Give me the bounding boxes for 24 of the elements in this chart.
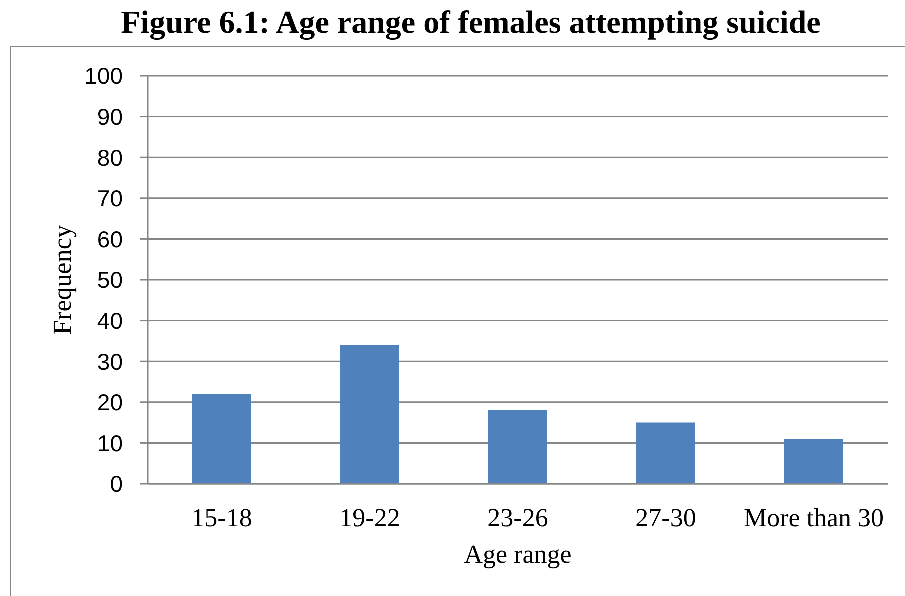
bar	[636, 422, 696, 484]
x-tick-label: More than 30	[744, 503, 884, 532]
x-axis-title: Age range	[464, 540, 572, 569]
bar	[192, 394, 252, 484]
x-tick-label: 19-22	[340, 503, 400, 532]
y-tick-label: 0	[110, 471, 123, 498]
x-tick-label: 27-30	[636, 503, 696, 532]
y-axis-title: Frequency	[48, 225, 76, 335]
chart-title: Figure 6.1: Age range of females attempting suicide	[120, 4, 822, 41]
y-tick-label: 60	[97, 226, 123, 252]
bar	[488, 410, 548, 484]
y-tick-label: 70	[97, 186, 123, 212]
y-tick-label: 30	[97, 348, 123, 375]
bar	[340, 345, 400, 484]
y-tick-label: 80	[97, 144, 123, 171]
y-tick-label: 40	[97, 308, 123, 334]
x-tick-label: 15-18	[192, 503, 252, 532]
y-tick-label: 10	[97, 430, 123, 456]
x-tick-label: 23-26	[488, 503, 548, 532]
y-tick-label: 90	[97, 104, 123, 130]
y-tick-label: 20	[97, 390, 123, 416]
y-tick-label: 100	[84, 63, 123, 90]
bar	[784, 439, 844, 484]
y-tick-label: 50	[97, 267, 123, 294]
